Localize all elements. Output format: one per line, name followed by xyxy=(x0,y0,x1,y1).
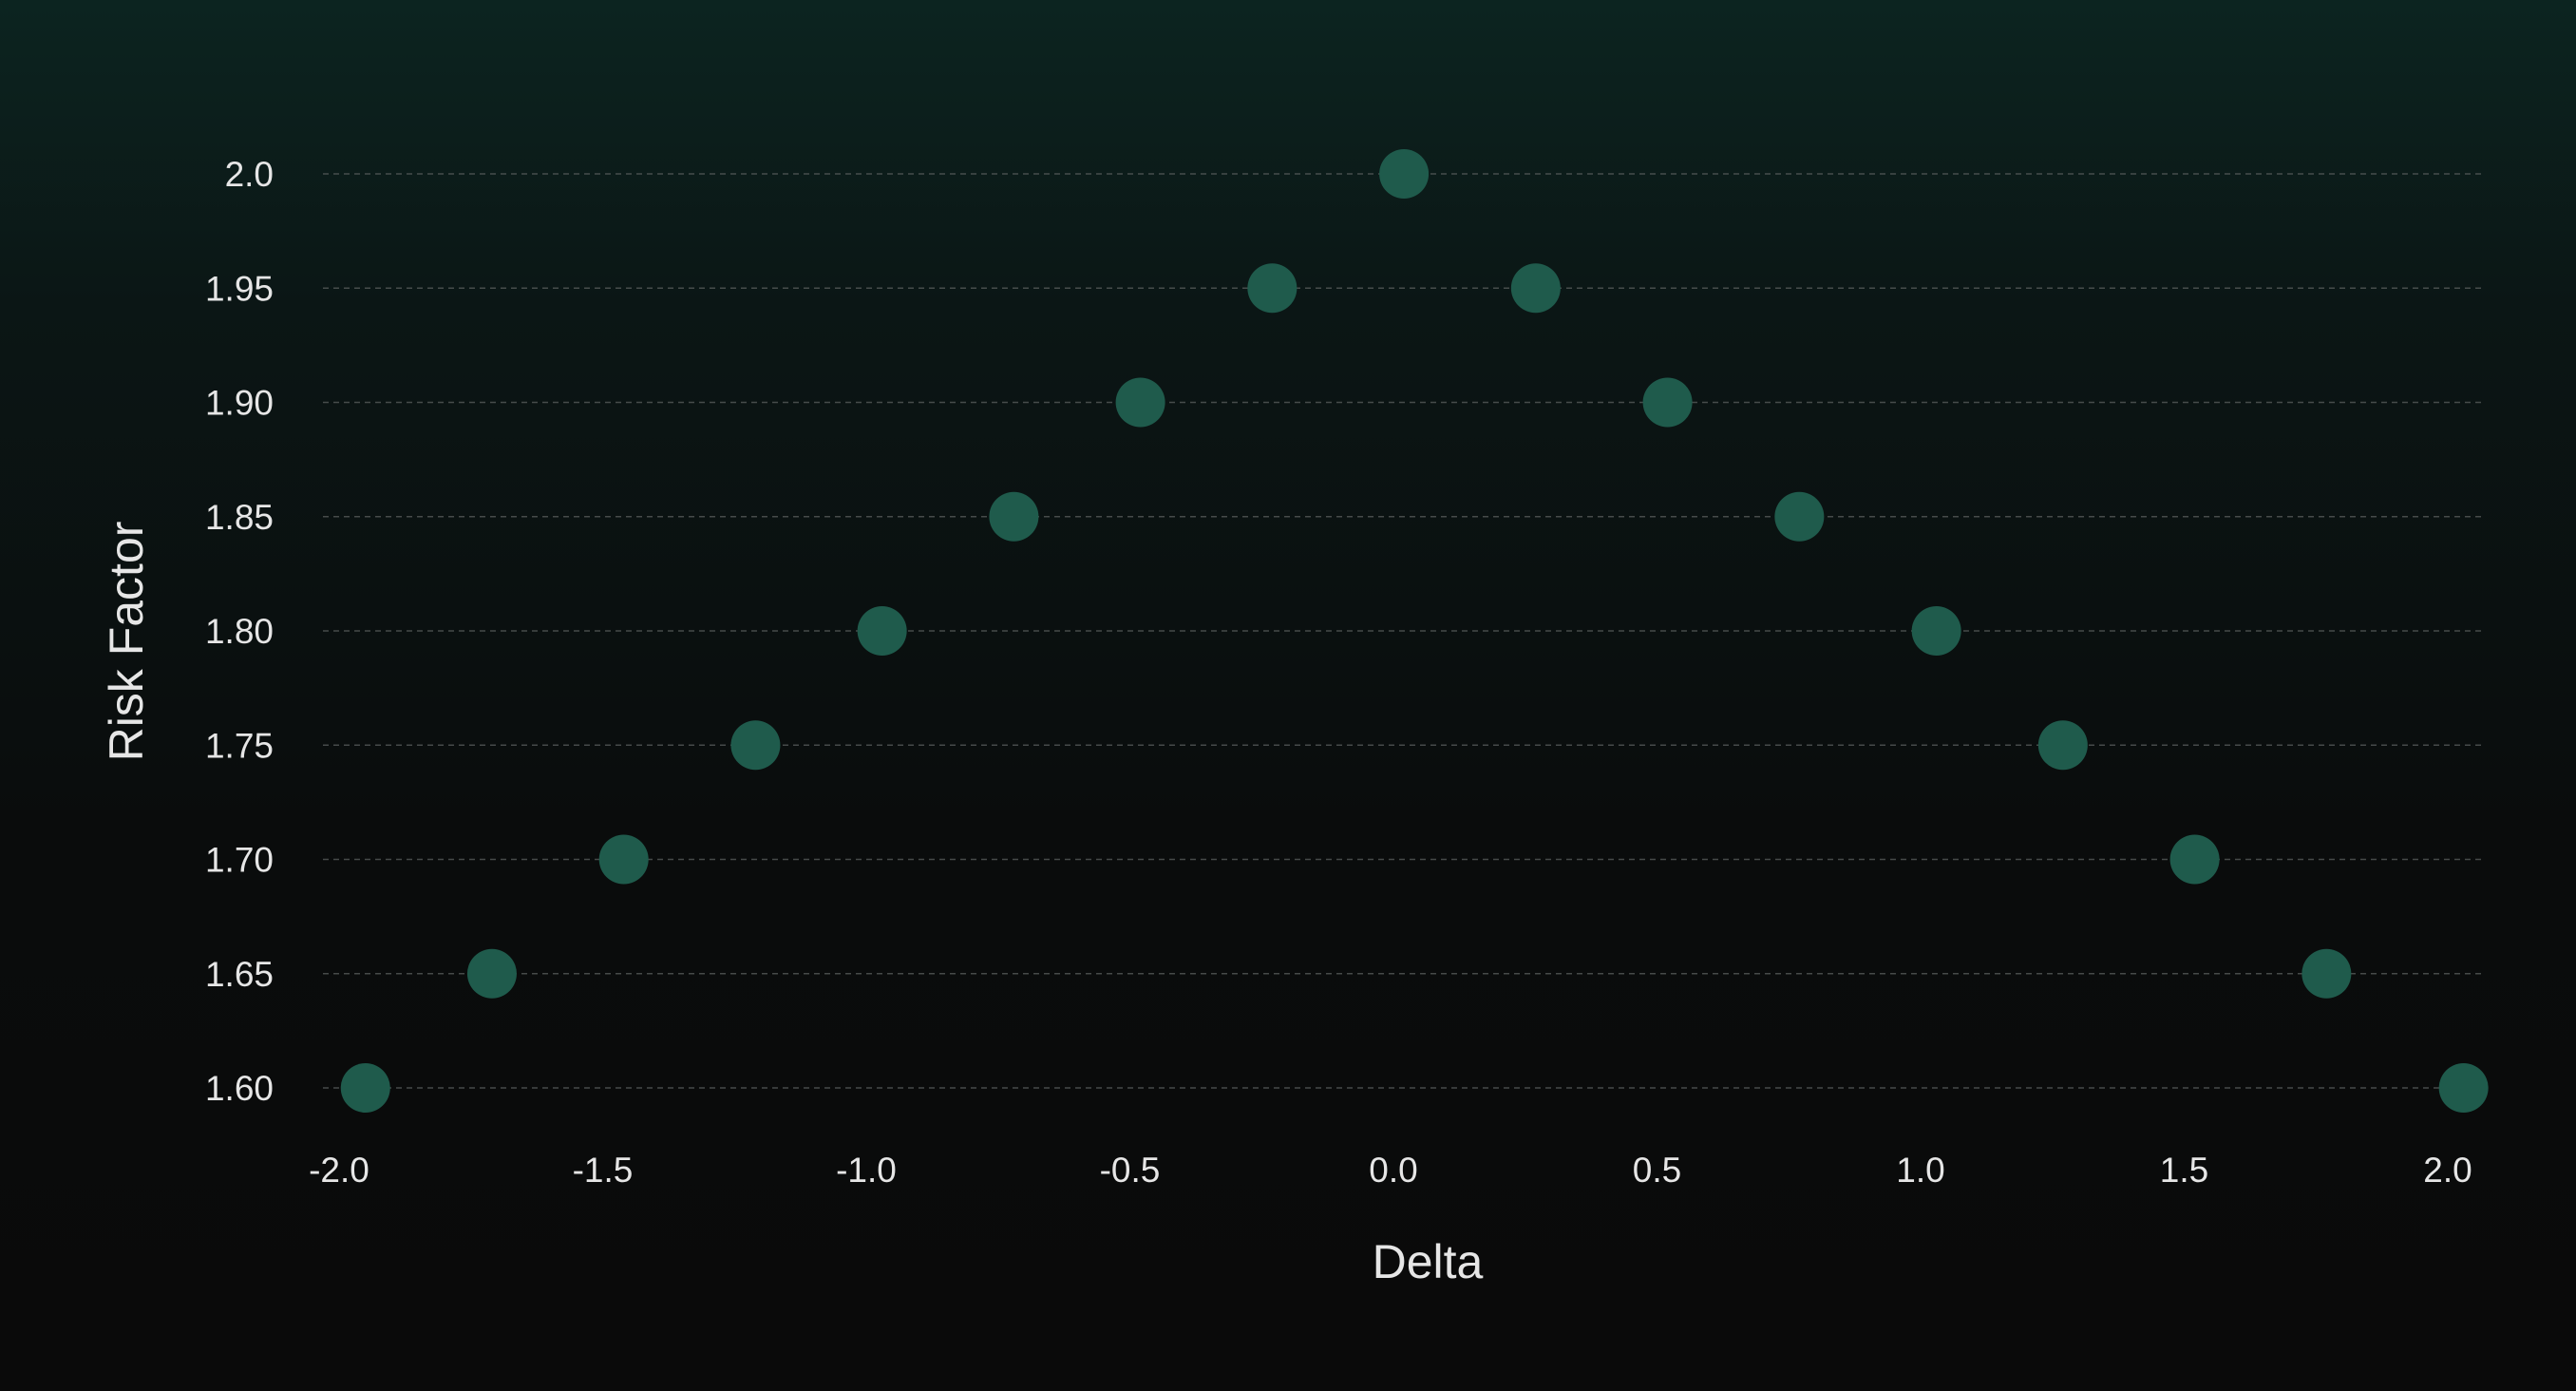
x-axis-ticks: -2.0 -1.5 -1.0 -0.5 0.0 0.5 1.0 1.5 2.0 xyxy=(309,1151,2472,1190)
y-tick-label: 1.95 xyxy=(205,269,274,308)
data-point xyxy=(2169,834,2220,885)
x-tick-label: -2.0 xyxy=(309,1151,369,1190)
y-tick-label: 1.70 xyxy=(205,841,274,880)
x-tick-label: -0.5 xyxy=(1100,1151,1161,1190)
x-tick-label: 1.0 xyxy=(1896,1151,1944,1190)
data-point xyxy=(1379,149,1430,199)
y-axis-ticks: 1.60 1.65 1.70 1.75 1.80 1.85 1.90 1.95 2.0 xyxy=(205,155,274,1108)
data-point xyxy=(1774,491,1825,542)
data-point xyxy=(1510,263,1561,314)
y-tick-label: 2.0 xyxy=(225,155,274,194)
x-tick-label: -1.5 xyxy=(573,1151,634,1190)
gridlines xyxy=(323,173,2484,1089)
y-tick-label: 1.85 xyxy=(205,498,274,537)
data-point xyxy=(857,606,907,656)
data-point xyxy=(1911,606,1961,656)
data-point xyxy=(1247,263,1297,314)
y-tick-label: 1.65 xyxy=(205,955,274,994)
data-point xyxy=(989,491,1039,542)
data-point xyxy=(2037,720,2088,771)
data-point xyxy=(1115,377,1165,428)
data-point xyxy=(1642,377,1693,428)
data-points xyxy=(340,149,2489,1113)
data-point xyxy=(730,720,781,771)
y-tick-label: 1.90 xyxy=(205,384,274,423)
data-point xyxy=(2438,1063,2489,1113)
y-axis-title: Risk Factor xyxy=(100,522,153,762)
x-axis-title: Delta xyxy=(1373,1235,1484,1288)
data-point xyxy=(598,834,649,885)
y-tick-label: 1.60 xyxy=(205,1069,274,1108)
data-point xyxy=(340,1063,390,1113)
data-point xyxy=(2301,948,2352,999)
data-point xyxy=(466,948,517,999)
x-tick-label: 2.0 xyxy=(2423,1151,2472,1190)
x-tick-label: 0.0 xyxy=(1369,1151,1417,1190)
y-tick-label: 1.75 xyxy=(205,726,274,765)
x-tick-label: 0.5 xyxy=(1633,1151,1681,1190)
x-tick-label: -1.0 xyxy=(836,1151,897,1190)
x-tick-label: 1.5 xyxy=(2160,1151,2208,1190)
y-tick-label: 1.80 xyxy=(205,612,274,651)
